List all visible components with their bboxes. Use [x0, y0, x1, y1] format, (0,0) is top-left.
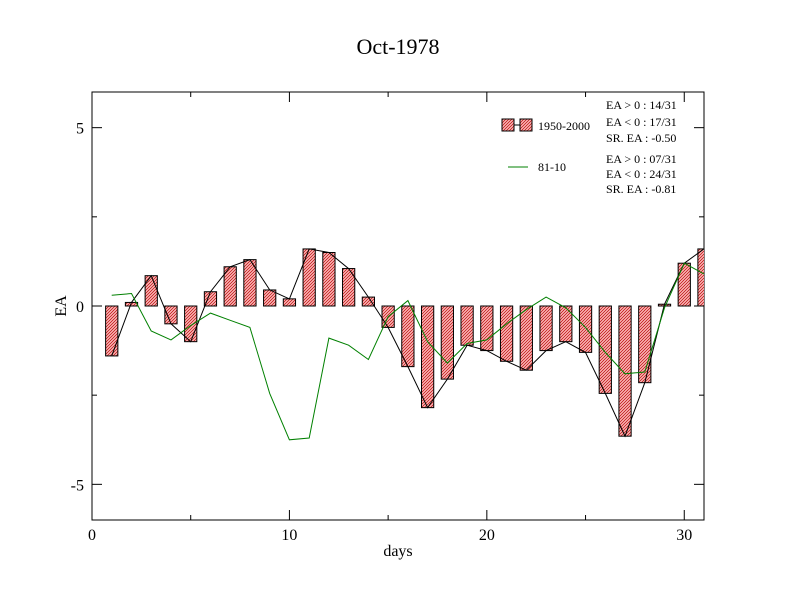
legend-label-1950-2000: 1950-2000: [538, 119, 590, 133]
ea-bar-day-3: [144, 275, 158, 307]
line-series: [111, 248, 704, 441]
x-tick-label: 30: [676, 527, 692, 544]
ea-bar-day-14: [361, 296, 376, 307]
ea-bar-day-17: [420, 305, 435, 409]
annotation-ea-pos-2: EA > 0 : 07/31: [606, 152, 677, 166]
ea-bar-day-20: [480, 305, 494, 352]
ea-bar-day-31: [697, 248, 704, 307]
ea-bar-day-24: [559, 305, 573, 343]
ea-bar-day-4: [164, 305, 178, 325]
x-tick-label: 20: [479, 527, 495, 544]
annotation-ea-neg-2: EA < 0 : 24/31: [606, 167, 677, 181]
ea-bar-day-25: [578, 305, 593, 353]
ea-bar-day-23: [539, 305, 553, 352]
ea-bar-day-30: [677, 262, 691, 307]
ea-bar-day-5: [184, 305, 198, 343]
ea-bar-day-11: [302, 248, 316, 307]
ea-bar-day-26: [598, 305, 612, 394]
y-tick-label: -5: [71, 477, 84, 494]
legend-bar-swatch-1: [501, 118, 515, 132]
y-tick-label: 0: [76, 299, 84, 316]
annotation-ea-neg-1: EA < 0 : 17/31: [606, 115, 677, 129]
series-line-1950-2000: [111, 248, 704, 438]
ea-bar-day-21: [499, 305, 514, 362]
annotation-ea-pos-1: EA > 0 : 14/31: [606, 98, 677, 112]
ea-bar-day-27: [618, 305, 632, 437]
annotation-sr-ea-2: SR. EA : -0.81: [606, 182, 676, 196]
y-axis-label: EA: [53, 295, 70, 317]
ea-bar-day-19: [460, 305, 474, 346]
ea-bar-day-18: [440, 305, 454, 380]
ea-bar-day-10: [282, 298, 297, 307]
bar-series: [105, 248, 704, 437]
y-tick-label: 5: [76, 121, 84, 138]
legend-label-81-10: 81-10: [538, 160, 566, 174]
legend-bar-swatch-2: [519, 118, 533, 132]
x-axis-label: days: [383, 543, 412, 560]
ea-bar-day-1: [105, 305, 119, 357]
ea-bar-day-22: [519, 305, 533, 371]
series-line-81-10: [111, 262, 704, 441]
annotation-sr-ea-1: SR. EA : -0.50: [606, 131, 676, 145]
ea-bar-day-12: [322, 252, 336, 307]
x-tick-label: 10: [281, 527, 297, 544]
legend: 1950-2000 81-10 EA > 0 : 14/31 EA < 0 : …: [501, 98, 677, 196]
axes: 0 10 20 30 -5 0 5: [71, 92, 704, 544]
x-tick-label: 0: [88, 527, 96, 544]
chart-title: Oct-1978: [356, 34, 439, 59]
